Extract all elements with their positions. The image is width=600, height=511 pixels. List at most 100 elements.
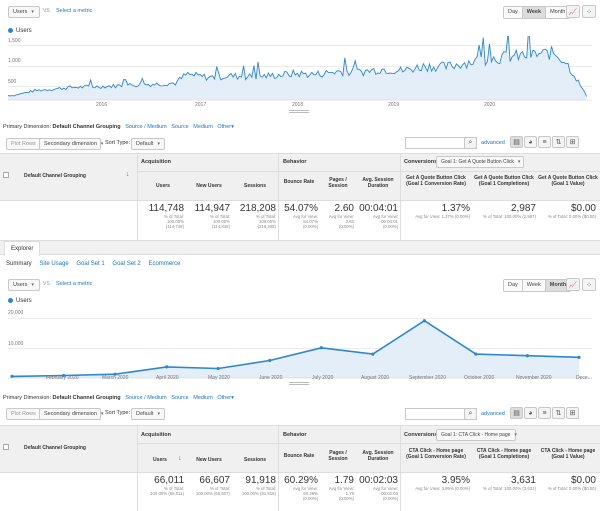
- total-sub: Avg for View:: [328, 486, 354, 491]
- col-new-users[interactable]: New Users: [196, 457, 222, 463]
- col-sessions[interactable]: Sessions: [244, 183, 266, 189]
- col-pages-session[interactable]: Pages / Session: [328, 450, 348, 462]
- total-sub: Avg for View:: [292, 214, 318, 219]
- col-bounce-rate[interactable]: Bounce Rate: [283, 453, 315, 459]
- subtab-site-usage[interactable]: Site Usage: [39, 261, 69, 267]
- secondary-dimension-select[interactable]: Secondary dimension ▾: [39, 408, 103, 420]
- bottom-legend: Users: [8, 298, 32, 304]
- col-goal-completions[interactable]: CTA Click - Home page (Goal 1 Completion…: [476, 448, 532, 460]
- sort-arrow-icon[interactable]: ↓: [126, 171, 130, 178]
- plot-rows-button[interactable]: Plot Rows: [6, 138, 41, 150]
- pie-view-icon[interactable]: ◕: [524, 136, 537, 148]
- data-point[interactable]: [525, 354, 530, 358]
- total-pages-session: 1.79: [334, 475, 354, 486]
- data-point[interactable]: [10, 374, 14, 379]
- period-week[interactable]: Week: [521, 280, 545, 291]
- table-view-icon[interactable]: ▤: [510, 136, 523, 148]
- resize-handle[interactable]: [289, 110, 309, 113]
- goal-select[interactable]: Goal 1: CTA Click - Home page ▾: [436, 429, 517, 441]
- comparison-view-icon[interactable]: ⇅: [552, 407, 565, 419]
- col-goal-conv-rate[interactable]: Get A Quote Button Click (Goal 1 Convers…: [406, 175, 466, 187]
- subtab-goal-set-2[interactable]: Goal Set 2: [112, 261, 141, 267]
- col-new-users[interactable]: New Users: [196, 183, 222, 189]
- dimension-link-medium[interactable]: Medium: [193, 395, 213, 401]
- advanced-link[interactable]: advanced: [481, 140, 505, 146]
- performance-view-icon[interactable]: ≡: [538, 136, 551, 148]
- period-day[interactable]: Day: [504, 7, 522, 18]
- plot-rows-button[interactable]: Plot Rows: [6, 408, 41, 420]
- dimension-link-other[interactable]: Other: [217, 395, 232, 401]
- data-point[interactable]: [165, 365, 169, 369]
- dimension-link-source[interactable]: Source: [171, 395, 189, 401]
- top-metric-select[interactable]: Users ▾: [8, 6, 40, 18]
- period-month[interactable]: Month: [544, 280, 571, 291]
- subtab-summary[interactable]: Summary: [6, 261, 32, 267]
- table-view-switcher: ▤ ◕ ≡ ⇅ ⊞: [510, 136, 579, 148]
- goal-select[interactable]: Goal 1: Get A Quote Button Click ▾: [436, 156, 524, 168]
- pivot-view-icon[interactable]: ⊞: [566, 136, 579, 148]
- col-goal-value[interactable]: CTA Click - Home page (Goal 1 Value): [540, 448, 596, 460]
- bottom-metric-select[interactable]: Users ▾: [8, 279, 40, 291]
- col-bounce-rate[interactable]: Bounce Rate: [283, 179, 315, 185]
- pie-view-icon[interactable]: ◕: [524, 407, 537, 419]
- search-icon[interactable]: ⌕: [464, 137, 477, 149]
- line-chart-icon[interactable]: 📈: [566, 278, 580, 291]
- dimension-link-source-medium[interactable]: Source / Medium: [125, 124, 167, 130]
- behavior-header: Behavior: [283, 159, 307, 165]
- select-metric-link[interactable]: Select a metric: [56, 281, 93, 287]
- sort-type-select[interactable]: Default ▾: [131, 408, 165, 420]
- data-point[interactable]: [61, 373, 66, 378]
- dimension-link-source[interactable]: Source: [171, 124, 189, 130]
- select-all-checkbox[interactable]: [3, 172, 9, 178]
- data-point[interactable]: [577, 355, 581, 359]
- data-point[interactable]: [474, 352, 478, 356]
- table-view-switcher: ▤ ◕ ≡ ⇅ ⊞: [510, 407, 579, 419]
- advanced-link[interactable]: advanced: [481, 411, 505, 417]
- col-goal-conv-rate[interactable]: CTA Click - Home page (Goal 1 Conversion…: [406, 448, 466, 460]
- table-view-icon[interactable]: ▤: [510, 407, 523, 419]
- data-point[interactable]: [113, 372, 117, 376]
- dimension-link-source-medium[interactable]: Source / Medium: [125, 395, 167, 401]
- goal-select-label: Goal 1: CTA Click - Home page: [441, 432, 511, 438]
- resize-handle[interactable]: [289, 382, 309, 385]
- subtab-goal-set-1[interactable]: Goal Set 1: [76, 261, 105, 267]
- secondary-dimension-select[interactable]: Secondary dimension ▾: [39, 138, 103, 150]
- search-icon[interactable]: ⌕: [464, 408, 477, 420]
- select-all-checkbox[interactable]: [3, 444, 9, 450]
- col-users[interactable]: Users: [156, 183, 170, 189]
- col-avg-duration[interactable]: Avg. Session Duration: [362, 177, 394, 189]
- total-bounce-rate: 60.29%: [284, 475, 318, 486]
- data-point[interactable]: [216, 366, 220, 371]
- period-week[interactable]: Week: [521, 7, 546, 18]
- pivot-view-icon[interactable]: ⊞: [566, 407, 579, 419]
- data-point[interactable]: [319, 346, 323, 350]
- sort-arrow-icon[interactable]: ↓: [178, 455, 182, 462]
- subtab-ecommerce[interactable]: Ecommerce: [148, 261, 181, 267]
- top-primary-dimension: Primary Dimension: Default Channel Group…: [3, 124, 234, 130]
- total-goal-value: $0.00: [570, 475, 596, 486]
- motion-chart-icon[interactable]: ⁘: [582, 5, 596, 18]
- col-sessions[interactable]: Sessions: [244, 457, 266, 463]
- sort-type-select[interactable]: Default ▾: [131, 138, 165, 150]
- dimension-header: Default Channel Grouping: [24, 173, 86, 179]
- comparison-view-icon[interactable]: ⇅: [552, 136, 565, 148]
- motion-chart-icon[interactable]: ⁘: [582, 278, 596, 291]
- col-avg-duration[interactable]: Avg. Session Duration: [362, 450, 394, 462]
- dimension-link-other[interactable]: Other: [217, 124, 232, 130]
- tab-explorer[interactable]: Explorer: [4, 241, 41, 256]
- col-pages-session[interactable]: Pages / Session: [328, 177, 348, 189]
- dimension-link-medium[interactable]: Medium: [193, 124, 213, 130]
- total-sub: % of Total:: [210, 214, 230, 219]
- col-goal-completions[interactable]: Get A Quote Button Click (Goal 1 Complet…: [474, 175, 534, 187]
- data-point[interactable]: [422, 319, 426, 323]
- col-users[interactable]: Users: [153, 457, 167, 463]
- data-point[interactable]: [268, 358, 272, 363]
- select-metric-link[interactable]: Select a metric: [56, 8, 93, 14]
- line-chart-icon[interactable]: 📈: [566, 5, 580, 18]
- period-month[interactable]: Month: [545, 7, 570, 18]
- total-sub: 00:02:03: [381, 491, 398, 496]
- data-point[interactable]: [371, 352, 375, 356]
- col-goal-value[interactable]: Get A Quote Button Click (Goal 1 Value): [538, 175, 598, 187]
- performance-view-icon[interactable]: ≡: [538, 407, 551, 419]
- period-day[interactable]: Day: [504, 280, 522, 291]
